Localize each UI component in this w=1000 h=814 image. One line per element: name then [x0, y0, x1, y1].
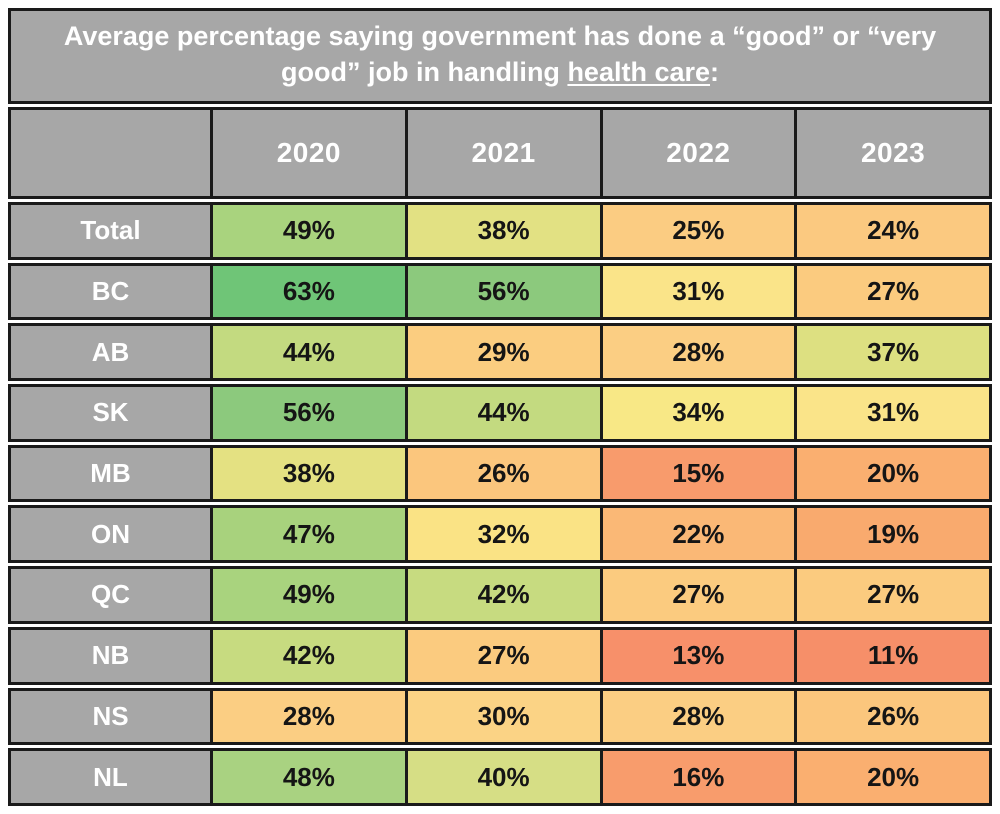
value-cell-qc-2022: 27%: [599, 569, 795, 621]
table-row-ns: NS 28% 30% 28% 26%: [8, 687, 992, 746]
table-row-nb: NB 42% 27% 13% 11%: [8, 626, 992, 685]
row-label-ab: AB: [11, 326, 210, 378]
value-cell-mb-2021: 26%: [404, 447, 600, 500]
value-cell-ab-2020: 44%: [210, 326, 405, 378]
value-cell-nl-2020: 48%: [210, 751, 405, 803]
chart-title-underlined-text: health care: [567, 56, 711, 87]
value-cell-sk-2022: 34%: [599, 386, 795, 439]
table-header-row: 2020 2021 2022 2023: [8, 106, 992, 199]
chart-title-text: Average percentage saying government has…: [63, 21, 937, 87]
row-label-qc: QC: [11, 569, 210, 621]
value-cell-total-2020: 49%: [210, 204, 405, 257]
value-cell-total-2023: 24%: [794, 204, 989, 257]
value-cell-nl-2022: 16%: [599, 751, 795, 803]
value-cell-nl-2023: 20%: [794, 751, 989, 803]
row-label-mb: MB: [11, 447, 210, 500]
value-cell-ab-2021: 29%: [404, 326, 600, 378]
value-cell-total-2022: 25%: [599, 204, 795, 257]
value-cell-mb-2022: 15%: [599, 447, 795, 500]
value-cell-nb-2023: 11%: [794, 629, 989, 682]
year-header-2023: 2023: [794, 109, 989, 196]
value-cell-ns-2021: 30%: [404, 690, 600, 743]
value-cell-sk-2020: 56%: [210, 386, 405, 439]
heatmap-table: 2020 2021 2022 2023 Total 49% 38% 25% 24% BC 63% 5…: [8, 104, 992, 806]
year-header-2021: 2021: [404, 109, 600, 196]
value-cell-on-2020: 47%: [210, 508, 405, 561]
value-cell-nb-2020: 42%: [210, 629, 405, 682]
row-label-ns: NS: [11, 690, 210, 743]
table-row-ab: AB 44% 29% 28% 37%: [8, 323, 992, 381]
value-cell-total-2021: 38%: [404, 204, 600, 257]
table-row-total: Total 49% 38% 25% 24%: [8, 201, 992, 260]
value-cell-ns-2022: 28%: [599, 690, 795, 743]
table-row-qc: QC 49% 42% 27% 27%: [8, 566, 992, 624]
corner-cell: [11, 109, 210, 196]
value-cell-nl-2021: 40%: [404, 751, 600, 803]
value-cell-nb-2022: 13%: [599, 629, 795, 682]
value-cell-ab-2022: 28%: [599, 326, 795, 378]
value-cell-bc-2023: 27%: [794, 265, 989, 318]
value-cell-bc-2021: 56%: [404, 265, 600, 318]
value-cell-mb-2023: 20%: [794, 447, 989, 500]
value-cell-sk-2021: 44%: [404, 386, 600, 439]
year-header-2022: 2022: [599, 109, 795, 196]
value-cell-bc-2022: 31%: [599, 265, 795, 318]
value-cell-ns-2023: 26%: [794, 690, 989, 743]
row-label-nb: NB: [11, 629, 210, 682]
row-label-on: ON: [11, 508, 210, 561]
value-cell-ns-2020: 28%: [210, 690, 405, 743]
value-cell-on-2023: 19%: [794, 508, 989, 561]
value-cell-ab-2023: 37%: [794, 326, 989, 378]
chart-title-colon: :: [710, 56, 720, 87]
value-cell-qc-2023: 27%: [794, 569, 989, 621]
value-cell-qc-2021: 42%: [404, 569, 600, 621]
table-row-mb: MB 38% 26% 15% 20%: [8, 444, 992, 503]
year-header-2020: 2020: [210, 109, 405, 196]
table-row-on: ON 47% 32% 22% 19%: [8, 505, 992, 564]
value-cell-on-2022: 22%: [599, 508, 795, 561]
row-label-nl: NL: [11, 751, 210, 803]
row-label-bc: BC: [11, 265, 210, 318]
row-label-total: Total: [11, 204, 210, 257]
value-cell-mb-2020: 38%: [210, 447, 405, 500]
row-label-sk: SK: [11, 386, 210, 439]
value-cell-sk-2023: 31%: [794, 386, 989, 439]
chart-title: Average percentage saying government has…: [8, 8, 992, 104]
value-cell-qc-2020: 49%: [210, 569, 405, 621]
value-cell-bc-2020: 63%: [210, 265, 405, 318]
value-cell-nb-2021: 27%: [404, 629, 600, 682]
table-row-sk: SK 56% 44% 34% 31%: [8, 383, 992, 442]
table-row-nl: NL 48% 40% 16% 20%: [8, 748, 992, 806]
table-row-bc: BC 63% 56% 31% 27%: [8, 262, 992, 321]
value-cell-on-2021: 32%: [404, 508, 600, 561]
